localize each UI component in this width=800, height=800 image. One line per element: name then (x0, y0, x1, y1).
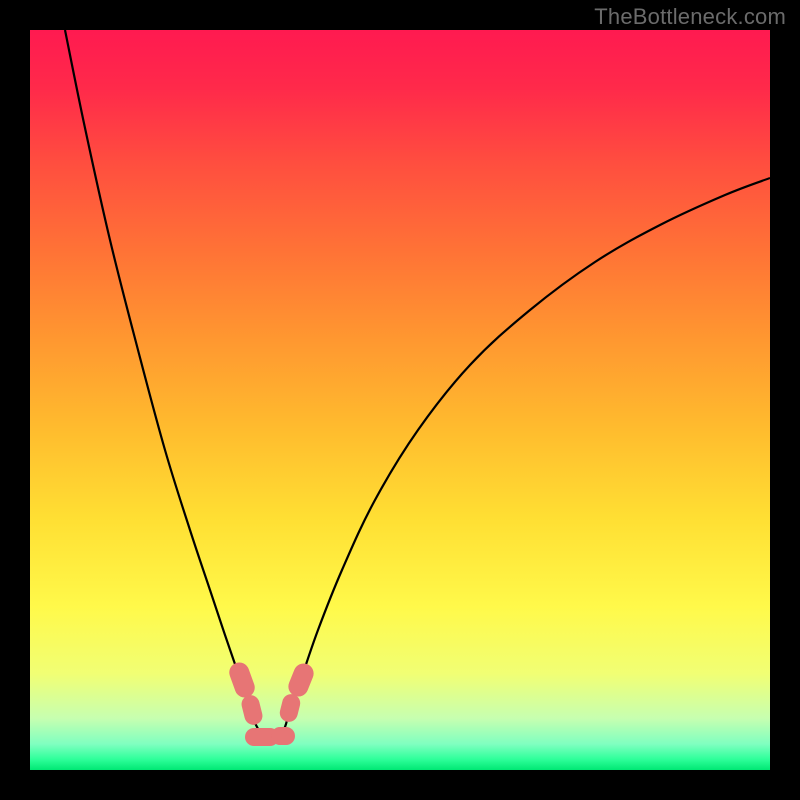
marker-blob (271, 727, 295, 745)
plot-area (30, 30, 770, 770)
attribution-text: TheBottleneck.com (594, 4, 786, 30)
gradient-background (30, 30, 770, 770)
